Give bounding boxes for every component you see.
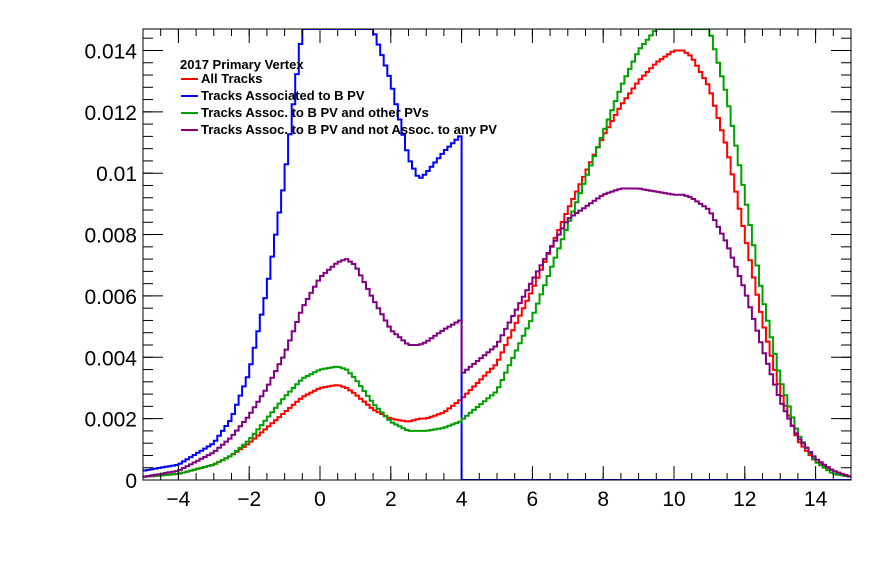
x-tick-label: 12 [733,488,756,511]
y-tick-label: 0.012 [84,102,137,125]
y-tick-label: 0.002 [84,409,137,432]
series-line-2 [143,29,851,480]
x-tick-label: 2 [385,488,397,511]
y-tick-label: 0.006 [84,286,137,309]
x-tick-label: 10 [662,488,685,511]
legend: 2017 Primary Vertex All Tracks Tracks Ass… [180,57,497,137]
y-tick-label: 0.004 [84,347,137,370]
legend-label: All Tracks [201,71,262,86]
legend-label: Tracks Assoc. to B PV and other PVs [201,105,429,120]
y-tick-label: 0 [125,470,137,493]
legend-title: 2017 Primary Vertex [180,57,304,72]
y-tick-label: 0.008 [84,225,137,248]
x-tick-label: −2 [237,488,261,511]
x-tick-label: 14 [804,488,828,511]
x-tick-label: 0 [314,488,326,511]
series-layer [143,29,851,480]
series-line-4 [143,187,851,478]
series-line-3 [143,29,851,478]
x-tick-label: 8 [597,488,609,511]
series-line-1 [143,49,851,478]
y-tick-label: 0.01 [96,163,137,186]
legend-label: Tracks Assoc. to B PV and not Assoc. to … [201,122,497,137]
legend-label: Tracks Associated to B PV [201,88,365,103]
y-tick-label: 0.014 [84,40,137,63]
x-tick-label: −4 [166,488,190,511]
x-tick-label: 6 [527,488,539,511]
x-tick-label: 4 [456,488,468,511]
tick-layer: −4 −2 0 2 4 6 8 10 12 14 0 0.002 0.004 0.006 0.008 0.01… [84,29,852,511]
